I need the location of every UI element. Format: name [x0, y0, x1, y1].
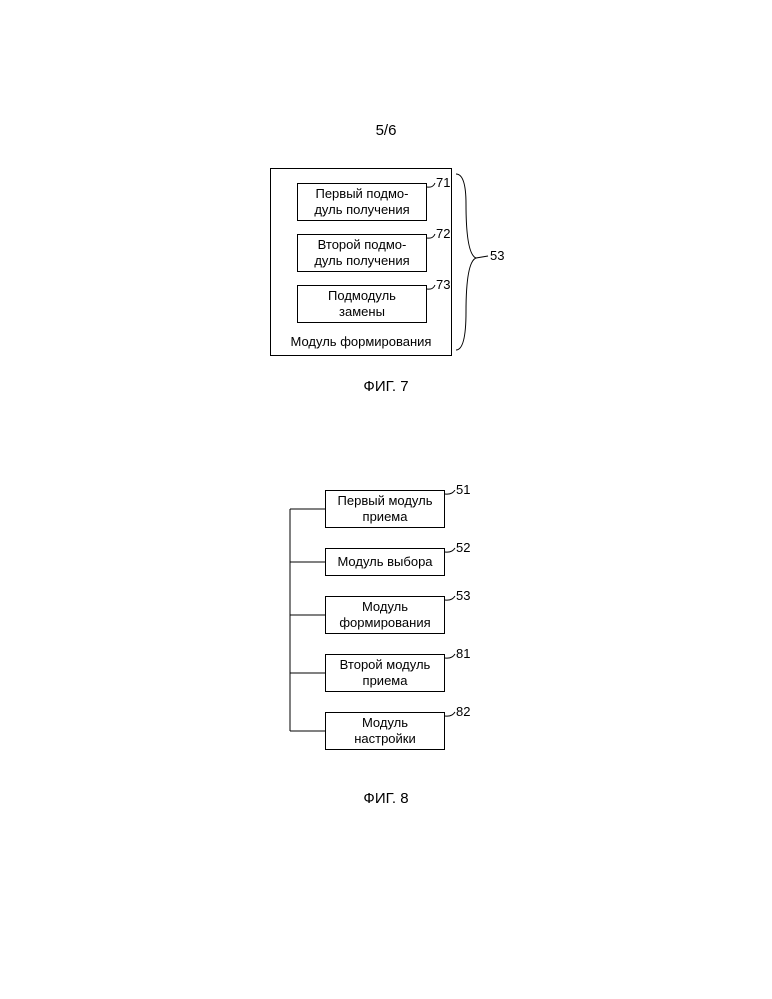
fig8-box-2: Модуль выбора: [325, 548, 445, 576]
fig7-box-1: Первый подмо-дуль получения: [297, 183, 427, 221]
fig7-ref-71: 71: [436, 175, 450, 190]
page-number: 5/6: [0, 122, 772, 139]
fig7-box-3: Подмодульзамены: [297, 285, 427, 323]
fig7-ref-72: 72: [436, 226, 450, 241]
fig8-ref-52: 52: [456, 540, 470, 555]
fig8-box-1-text: Первый модульприема: [338, 493, 433, 524]
fig7-box-2-text: Второй подмо-дуль получения: [314, 237, 409, 268]
fig7-ref-53: 53: [490, 248, 504, 263]
fig7-caption: ФИГ. 7: [0, 378, 772, 395]
fig8-caption: ФИГ. 8: [0, 790, 772, 807]
fig8-box-5: Модульнастройки: [325, 712, 445, 750]
fig7-box-1-text: Первый подмо-дуль получения: [314, 186, 409, 217]
fig8-box-1: Первый модульприема: [325, 490, 445, 528]
fig7-box-2: Второй подмо-дуль получения: [297, 234, 427, 272]
fig8-box-5-text: Модульнастройки: [354, 715, 416, 746]
fig8-box-4: Второй модульприема: [325, 654, 445, 692]
fig8-ref-51: 51: [456, 482, 470, 497]
fig8-ref-81: 81: [456, 646, 470, 661]
fig8-box-2-text: Модуль выбора: [337, 554, 432, 570]
fig8-box-3: Модульформирования: [325, 596, 445, 634]
fig7-container-label: Модуль формирования: [271, 334, 451, 349]
fig7-container: Первый подмо-дуль получения Второй подмо…: [270, 168, 452, 356]
fig8-box-3-text: Модульформирования: [339, 599, 430, 630]
fig8-ref-53: 53: [456, 588, 470, 603]
fig7-ref-73: 73: [436, 277, 450, 292]
fig8-ref-82: 82: [456, 704, 470, 719]
fig7-box-3-text: Подмодульзамены: [328, 288, 396, 319]
fig8-box-4-text: Второй модульприема: [340, 657, 431, 688]
